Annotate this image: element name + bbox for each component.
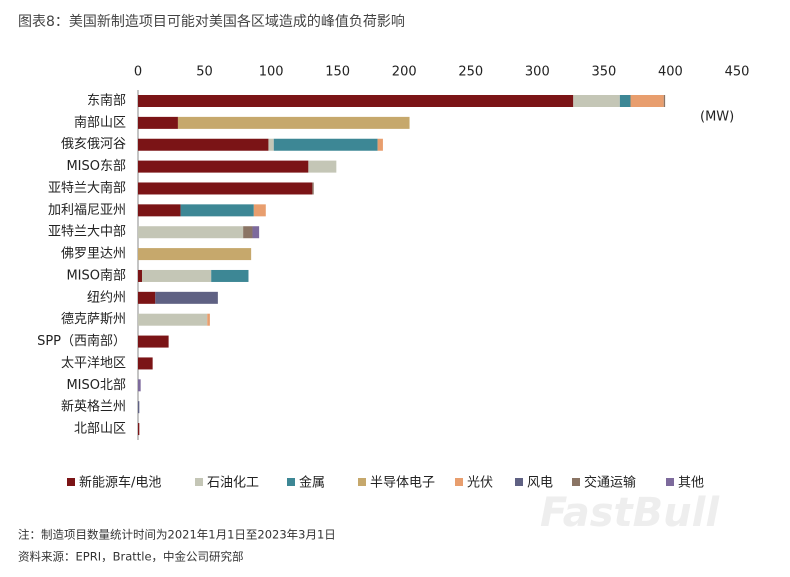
legend-label: 光伏 xyxy=(467,476,493,491)
bar-segment xyxy=(138,269,142,282)
legend-label: 新能源车/电池 xyxy=(79,475,161,491)
bar-segment xyxy=(138,204,181,217)
legend-swatch xyxy=(358,478,366,486)
y-tick-label: 加利福尼亚州 xyxy=(48,203,126,218)
bar-segment xyxy=(138,95,574,107)
bar-segment xyxy=(663,95,666,107)
legend-label: 金属 xyxy=(299,475,325,491)
bar-segment xyxy=(252,226,260,239)
x-tick-label: 350 xyxy=(591,65,616,80)
legend-swatch xyxy=(515,478,523,486)
x-tick-label: 300 xyxy=(525,65,550,80)
x-tick-label: 450 xyxy=(725,65,750,80)
bar-segment xyxy=(377,138,383,151)
bar-segment xyxy=(211,269,249,282)
legend-swatch xyxy=(666,478,674,486)
bar-segment xyxy=(619,95,631,107)
y-tick-label: SPP（西南部） xyxy=(37,333,126,349)
bar-segment xyxy=(273,138,378,151)
bar-segment xyxy=(138,357,153,370)
y-tick-label: 俄亥俄河谷 xyxy=(61,137,126,152)
legend-label: 半导体电子 xyxy=(370,476,435,491)
footnote: 注：制造项目数量统计时间为2021年1月1日至2023年3月1日 xyxy=(18,528,336,542)
legend-label: 其他 xyxy=(678,476,704,491)
legend-swatch xyxy=(455,478,463,486)
y-tick-label: 纽约州 xyxy=(87,290,126,305)
chart-title: 图表8：美国新制造项目可能对美国各区域造成的峰值负荷影响 xyxy=(18,14,405,30)
bar-segment xyxy=(630,95,664,107)
y-tick-label: MISO东部 xyxy=(66,159,126,174)
bar-segment xyxy=(138,401,140,414)
y-tick-label: 德克萨斯州 xyxy=(61,312,126,327)
bar-segment xyxy=(138,423,140,436)
legend-label: 风电 xyxy=(527,476,553,491)
y-tick-label: 东南部 xyxy=(87,93,126,109)
bar-segment xyxy=(138,138,269,151)
y-tick-label: 太平洋地区 xyxy=(61,356,126,371)
unit-label: (MW) xyxy=(700,110,734,125)
bar-segment xyxy=(138,248,252,261)
y-tick-label: 南部山区 xyxy=(74,114,126,130)
bar-segment xyxy=(138,335,169,348)
legend-swatch xyxy=(67,478,75,486)
x-tick-label: 50 xyxy=(196,65,213,80)
bar-segment xyxy=(253,204,266,217)
y-tick-label: 亚特兰大南部 xyxy=(48,180,126,196)
y-tick-label: 亚特兰大中部 xyxy=(48,225,126,240)
x-tick-label: 100 xyxy=(259,65,284,80)
bar-segment xyxy=(573,95,620,107)
bar-segment xyxy=(138,160,309,173)
x-tick-label: 400 xyxy=(658,65,683,80)
bar-segment xyxy=(308,160,337,173)
legend-swatch xyxy=(195,478,203,486)
bar-segment xyxy=(141,269,212,282)
x-tick-label: 250 xyxy=(458,65,483,80)
y-tick-label: MISO南部 xyxy=(66,267,126,283)
bar-segment xyxy=(177,116,410,129)
legend-label: 交通运输 xyxy=(584,475,636,491)
y-tick-label: MISO北部 xyxy=(66,378,126,393)
bar-segment xyxy=(138,313,208,326)
y-tick-label: 新英格兰州 xyxy=(61,399,126,415)
bar-segment xyxy=(138,379,141,392)
y-tick-label: 佛罗里达州 xyxy=(61,247,126,262)
bar-segment xyxy=(138,116,178,129)
bar-segment xyxy=(243,226,253,239)
legend-swatch xyxy=(572,478,580,486)
bar-segment xyxy=(180,204,254,217)
bar-segment xyxy=(155,291,218,304)
x-tick-label: 150 xyxy=(325,65,350,80)
x-tick-label: 200 xyxy=(392,65,417,80)
bar-segment xyxy=(138,182,313,195)
y-tick-label: 北部山区 xyxy=(74,422,126,437)
bar-segment xyxy=(268,138,274,151)
bar-segment xyxy=(138,291,156,304)
source: 资料来源：EPRI，Brattle，中金公司研究部 xyxy=(18,550,244,564)
legend-label: 石油化工 xyxy=(207,476,259,491)
watermark: FastBull xyxy=(540,490,720,536)
x-tick-label: 0 xyxy=(134,65,142,80)
bar-segment xyxy=(312,182,314,195)
legend-swatch xyxy=(287,478,295,486)
bar-segment xyxy=(207,313,210,326)
bar-segment xyxy=(138,226,244,239)
